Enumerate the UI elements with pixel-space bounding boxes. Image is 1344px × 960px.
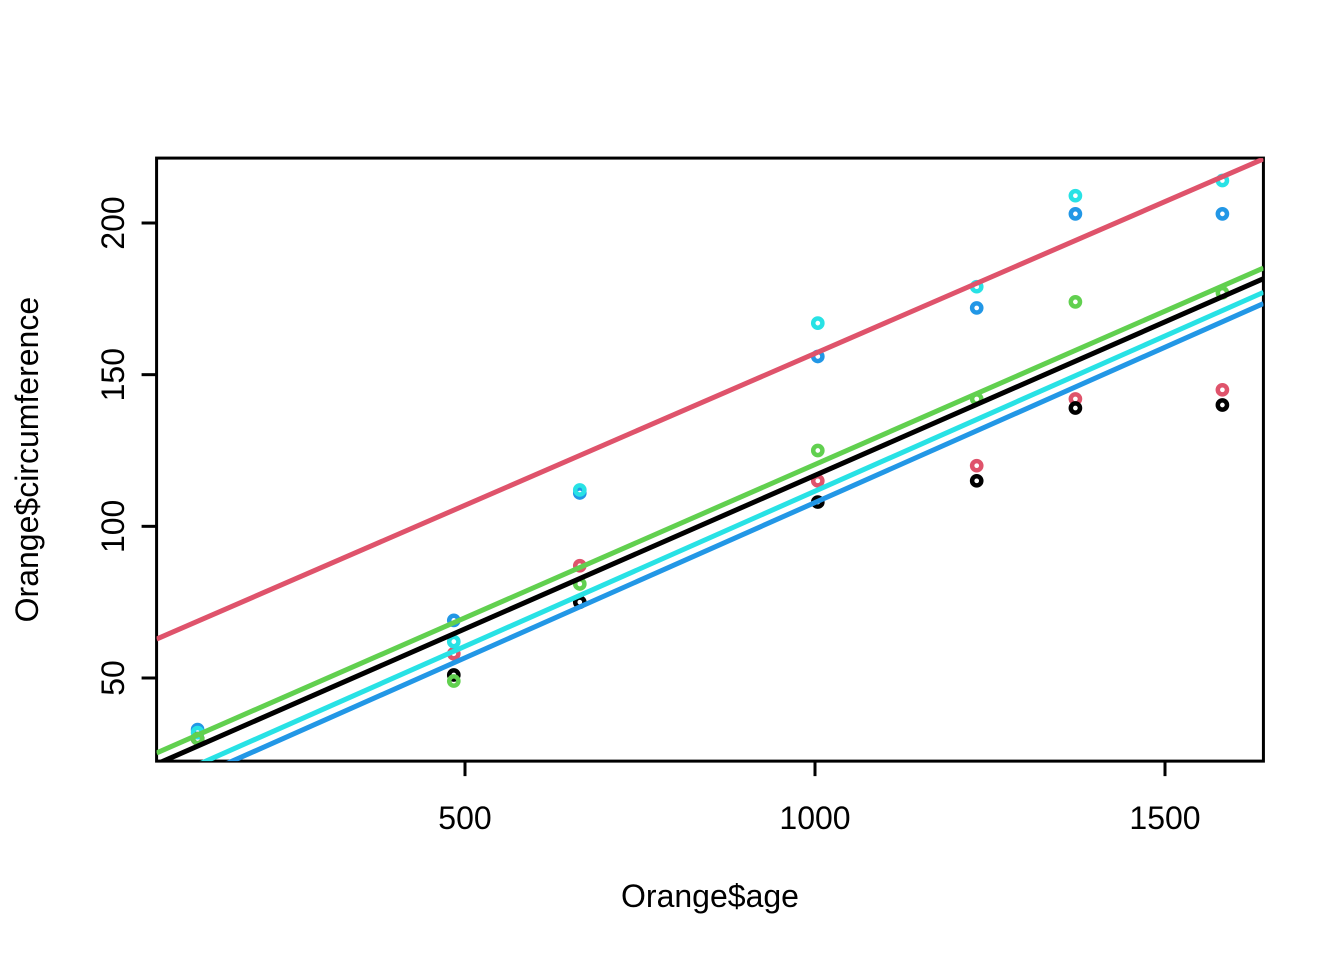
fit-line-black — [157, 276, 1264, 762]
data-point-tree-1 — [969, 458, 984, 473]
data-point-tree-4 — [572, 483, 587, 497]
plot-box — [155, 156, 1265, 763]
series-tree-1 — [190, 382, 1230, 746]
data-point-tree-2 — [1215, 207, 1230, 221]
fit-line-cyan — [199, 290, 1264, 762]
y-axis-tick-label: 50 — [95, 660, 131, 696]
data-point-tree-3 — [1068, 401, 1083, 415]
data-point-tree-5 — [810, 443, 825, 458]
series-tree-4 — [190, 173, 1230, 740]
fit-lines — [156, 158, 1264, 762]
data-point-tree-3 — [969, 473, 984, 488]
fit-line-blue — [226, 301, 1264, 762]
data-point-tree-3 — [446, 668, 461, 682]
series-tree-5 — [190, 285, 1230, 746]
data-point-tree-1 — [1215, 382, 1230, 397]
data-point-tree-4 — [446, 634, 461, 649]
y-axis-tick-label: 100 — [95, 500, 131, 553]
x-axis-tick-label: 500 — [438, 800, 491, 836]
y-axis-title: Orange$circumference — [9, 297, 45, 622]
y-axis-tick-label: 200 — [95, 196, 131, 249]
data-point-tree-4 — [1068, 188, 1083, 203]
data-point-tree-4 — [810, 316, 825, 330]
fit-line-red — [156, 158, 1264, 642]
fit-line-green — [156, 265, 1264, 756]
data-point-tree-5 — [1068, 295, 1083, 309]
x-axis-tick-label: 1500 — [1129, 800, 1200, 836]
data-point-tree-5 — [446, 674, 461, 688]
data-point-tree-3 — [1215, 398, 1230, 412]
x-axis-tick-label: 1000 — [779, 800, 850, 836]
series-tree-2 — [190, 207, 1230, 737]
data-point-tree-2 — [1068, 207, 1083, 221]
series-tree-3 — [190, 398, 1230, 746]
x-axis-title: Orange$age — [621, 878, 799, 914]
y-axis-tick-label: 150 — [95, 348, 131, 401]
data-point-tree-2 — [969, 301, 984, 315]
